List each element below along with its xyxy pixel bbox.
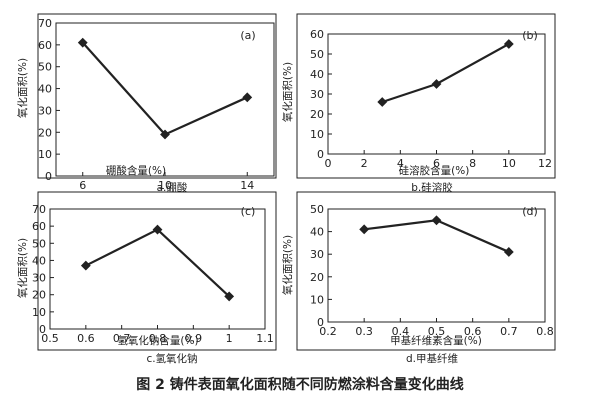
panel-b-x-axis-label: 硅溶胶含量(%) <box>399 164 470 177</box>
panel-b-x-tick-label: 2 <box>361 157 368 170</box>
panel-c-y-tick-label: 70 <box>32 203 46 216</box>
panel-c-y-tick-label: 40 <box>32 254 46 267</box>
panel-b-x-tick-label: 4 <box>397 157 404 170</box>
panel-c-series-line <box>85 228 230 298</box>
panel-d-x-tick-label: 0.8 <box>536 325 554 338</box>
panel-d-data-point <box>359 224 370 235</box>
panel-a-y-tick-label: 40 <box>38 83 52 96</box>
panel-d-x-tick-label: 0.7 <box>500 325 518 338</box>
panel-d-data-point <box>503 247 514 257</box>
panel-d-y-tick-label: 50 <box>310 203 324 216</box>
panel-a-series-line <box>81 41 248 136</box>
panel-d-y-tick-label: 30 <box>310 248 324 261</box>
panel-c-x-tick-label: 0.5 <box>41 332 59 345</box>
panel-d-caption: d.甲基纤维 <box>405 353 458 365</box>
panel-a-tag: (a) <box>240 29 255 42</box>
panel-b-y-tick-label: 0 <box>317 148 324 161</box>
panel-d-tag: (d) <box>522 205 538 218</box>
panel-a-data-point <box>242 92 253 103</box>
panel-b-x-tick-label: 0 <box>325 157 332 170</box>
panel-b-y-axis-label: 氧化面积(%) <box>281 62 294 122</box>
panel-d-data-point <box>431 215 442 226</box>
panel-d-y-tick-label: 40 <box>310 226 324 239</box>
panel-b-x-tick-label: 12 <box>538 157 552 170</box>
panel-c-caption: c.氢氧化钠 <box>146 353 198 365</box>
panel-b-x-tick-label: 8 <box>469 157 476 170</box>
panel-a-y-tick-label: 10 <box>38 148 52 161</box>
panel-a-x-tick-label: 6 <box>79 179 86 192</box>
panel-c-x-tick-label: 1.1 <box>256 332 274 345</box>
panel-c-data-point <box>152 224 163 235</box>
panel-d-x-tick-label: 0.5 <box>428 325 446 338</box>
panel-b-y-tick-label: 60 <box>310 28 324 41</box>
panel-d-frame <box>296 191 556 351</box>
panel-a-y-tick-label: 20 <box>38 126 52 139</box>
panel-b-y-tick-label: 30 <box>310 88 324 101</box>
panel-d-x-tick-label: 0.3 <box>355 325 373 338</box>
panel-c-y-tick-label: 60 <box>32 220 46 233</box>
panel-d-x-tick-label: 0.2 <box>319 325 337 338</box>
panel-c-tag: (c) <box>241 205 256 218</box>
panel-a-data-point <box>77 37 88 48</box>
panel-a-y-tick-label: 30 <box>38 104 52 117</box>
panel-d-y-tick-label: 10 <box>310 293 324 306</box>
panel-c-x-tick-label: 0.7 <box>113 332 131 345</box>
panel-c-y-tick-label: 30 <box>32 272 46 285</box>
panel-c-y-axis-label: 氧化面积(%) <box>16 238 29 298</box>
panel-d-y-tick-label: 20 <box>310 271 324 284</box>
panel-b-frame <box>296 13 556 179</box>
panel-c-x-tick-label: 0.9 <box>185 332 203 345</box>
panel-c-x-tick-label: 0.6 <box>77 332 95 345</box>
panel-a-y-tick-label: 50 <box>38 61 52 74</box>
figure-caption: 图 2 铸件表面氧化面积随不同防燃涂料含量变化曲线 <box>136 377 464 393</box>
panel-a-x-tick-label: 14 <box>240 179 254 192</box>
panel-c-x-tick-label: 1 <box>226 332 233 345</box>
panel-c-y-tick-label: 50 <box>32 237 46 250</box>
panel-d-x-tick-label: 0.6 <box>464 325 482 338</box>
panel-c-frame <box>37 191 277 351</box>
panel-b-y-tick-label: 50 <box>310 48 324 61</box>
panel-b-plot-area <box>327 33 546 155</box>
panel-a-x-tick-label: 10 <box>158 179 172 192</box>
panel-c-data-point <box>80 260 91 271</box>
panel-c-y-tick-label: 0 <box>39 323 46 336</box>
panel-b-data-point <box>431 79 442 89</box>
panel-d-x-tick-label: 0.4 <box>392 325 410 338</box>
panel-b-x-tick-label: 10 <box>502 157 516 170</box>
panel-b-y-tick-label: 40 <box>310 68 324 81</box>
panel-d-x-axis-label: 甲基纤维素含量(%) <box>390 334 482 347</box>
panel-c-y-tick-label: 10 <box>32 306 46 319</box>
panel-a-caption: a.硼酸 <box>156 182 188 194</box>
panel-c-data-point <box>224 291 235 302</box>
panel-d-y-tick-label: 0 <box>317 316 324 329</box>
panel-b-data-point <box>503 39 514 49</box>
panel-a-y-tick-label: 70 <box>38 17 52 30</box>
panel-d-y-axis-label: 氧化面积(%) <box>281 235 294 295</box>
panel-a-y-tick-label: 60 <box>38 39 52 52</box>
panel-c-x-tick-label: 0.8 <box>149 332 167 345</box>
panel-b-series-line <box>381 43 510 104</box>
panel-b-x-tick-label: 6 <box>433 157 440 170</box>
panel-b-y-tick-label: 20 <box>310 108 324 121</box>
panel-b-y-tick-label: 10 <box>310 128 324 141</box>
panel-a-y-tick-label: 0 <box>45 170 52 183</box>
panel-a-x-axis-label: 硼酸含量(%) <box>106 164 166 177</box>
panel-d-plot-area <box>327 208 546 323</box>
panel-a-data-point <box>160 129 170 140</box>
panel-a-frame <box>37 13 277 179</box>
panel-b-data-point <box>377 97 388 107</box>
panel-b-tag: (b) <box>522 29 538 42</box>
panel-a-y-axis-label: 氧化面积(%) <box>16 58 29 118</box>
panel-b-caption: b.硅溶胶 <box>411 182 453 194</box>
panel-c-x-axis-label: 氢氧化钠含量(%) <box>117 334 198 347</box>
panel-c-y-tick-label: 20 <box>32 289 46 302</box>
